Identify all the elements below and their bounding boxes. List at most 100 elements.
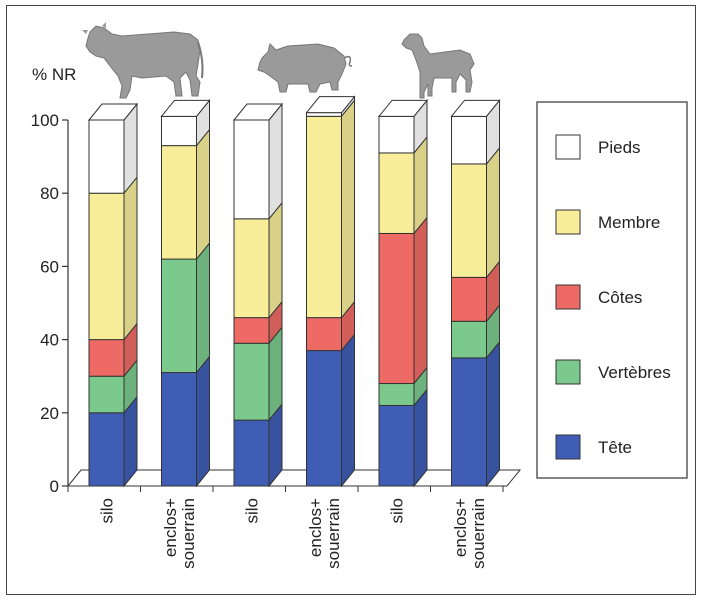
bar-segment [451, 340, 500, 488]
bar-top [450, 99, 501, 117]
category-label: enclos+ souerrain [161, 498, 198, 569]
bar-top [305, 96, 356, 114]
bar-side [196, 241, 210, 374]
bar-top [232, 103, 284, 121]
bar-segment [233, 201, 283, 320]
sheep-icon [401, 33, 475, 99]
bar-segment [378, 388, 428, 488]
legend-item: Pieds [555, 134, 641, 160]
bar-segment [378, 216, 428, 385]
legend-swatch [555, 359, 581, 385]
bar-front [378, 115, 415, 154]
legend-item: Vertèbres [555, 359, 671, 385]
category-label-line: souerrain [179, 498, 198, 569]
bar-front [161, 258, 197, 374]
bar-segment [378, 98, 428, 155]
category-label: silo [98, 498, 117, 524]
chart-frame [6, 5, 696, 595]
bar-side [341, 333, 355, 488]
bar-segment [233, 325, 283, 422]
pig-icon [257, 43, 353, 93]
legend-label: Vertèbres [598, 363, 671, 382]
bar-front [378, 404, 415, 487]
category-label-line: silo [98, 498, 117, 524]
bar-front [88, 192, 125, 341]
y-tick-label: 60 [40, 257, 59, 276]
chart-floor [66, 469, 522, 487]
cow-icon [82, 22, 204, 99]
bar-segment [378, 135, 428, 235]
bar-front [306, 115, 342, 319]
bar-segment [88, 175, 138, 342]
bar-front [88, 339, 125, 377]
y-tick-label: 80 [40, 184, 59, 203]
bar-front [233, 218, 270, 319]
bar-segment [161, 241, 210, 374]
bar-front [451, 163, 487, 278]
y-tick-label: 100 [31, 111, 59, 130]
bar-front [378, 383, 415, 406]
category-label-line: silo [243, 498, 262, 524]
bar-segment [88, 358, 138, 415]
category-label: enclos+ souerrain [306, 498, 343, 569]
y-tick-label: 0 [50, 477, 59, 496]
bar-segment [306, 98, 355, 320]
bar-front [451, 320, 487, 359]
bar-side [196, 128, 210, 261]
y-axis-label: % NR [32, 65, 76, 84]
bar-front [88, 412, 125, 487]
category-label: enclos+ souerrain [451, 498, 488, 569]
legend-box [536, 101, 688, 479]
bar-front [306, 317, 342, 352]
category-label-line: souerrain [469, 498, 488, 569]
bar-side [413, 135, 428, 235]
legend-item: Côtes [555, 284, 642, 310]
legend-item: Tête [555, 434, 632, 460]
bar-side [413, 216, 428, 385]
legend-label: Pieds [598, 138, 641, 157]
bar-top [160, 99, 211, 117]
bar-front [378, 232, 415, 385]
legend-label: Membre [598, 213, 660, 232]
legend-swatch [555, 284, 581, 310]
category-label: silo [388, 498, 407, 524]
legend-item: Membre [555, 209, 660, 235]
category-label-line: enclos+ [451, 498, 470, 557]
bar-segment [161, 128, 210, 261]
bar-front [451, 115, 487, 165]
legend: Pieds Membre Côtes Vertèbres Tête [536, 101, 688, 479]
category-label-line: silo [388, 498, 407, 524]
bar-side [268, 102, 283, 221]
bar-front [161, 145, 197, 260]
bar-side [413, 388, 428, 488]
bar-side [341, 98, 355, 320]
bar-front [451, 357, 487, 487]
bar-front [306, 112, 342, 117]
bar-front [233, 119, 270, 220]
legend-swatch [555, 434, 581, 460]
bar-front [233, 342, 270, 421]
bar-front [451, 276, 487, 322]
bars [87, 95, 501, 488]
bar-front [306, 350, 342, 487]
bar-segment [306, 333, 355, 488]
axes: 0 20 40 60 80 100 % NR [31, 65, 522, 496]
animal-icons [82, 22, 475, 99]
category-label-line: enclos+ [306, 498, 325, 557]
legend-swatch [555, 134, 581, 160]
bar-segment [233, 102, 283, 221]
legend-label: Côtes [598, 288, 642, 307]
category-label-line: souerrain [324, 498, 343, 569]
category-label-line: enclos+ [161, 498, 180, 557]
bar-side [486, 146, 500, 279]
bar-segment [306, 300, 355, 352]
bar-segment [161, 98, 210, 148]
category-label: silo [243, 498, 262, 524]
bar-front [161, 115, 197, 147]
bar-segment [451, 98, 500, 166]
bar-top [377, 99, 429, 117]
bar-side [268, 201, 283, 320]
bar-side [123, 175, 138, 342]
bar-side [196, 355, 210, 488]
